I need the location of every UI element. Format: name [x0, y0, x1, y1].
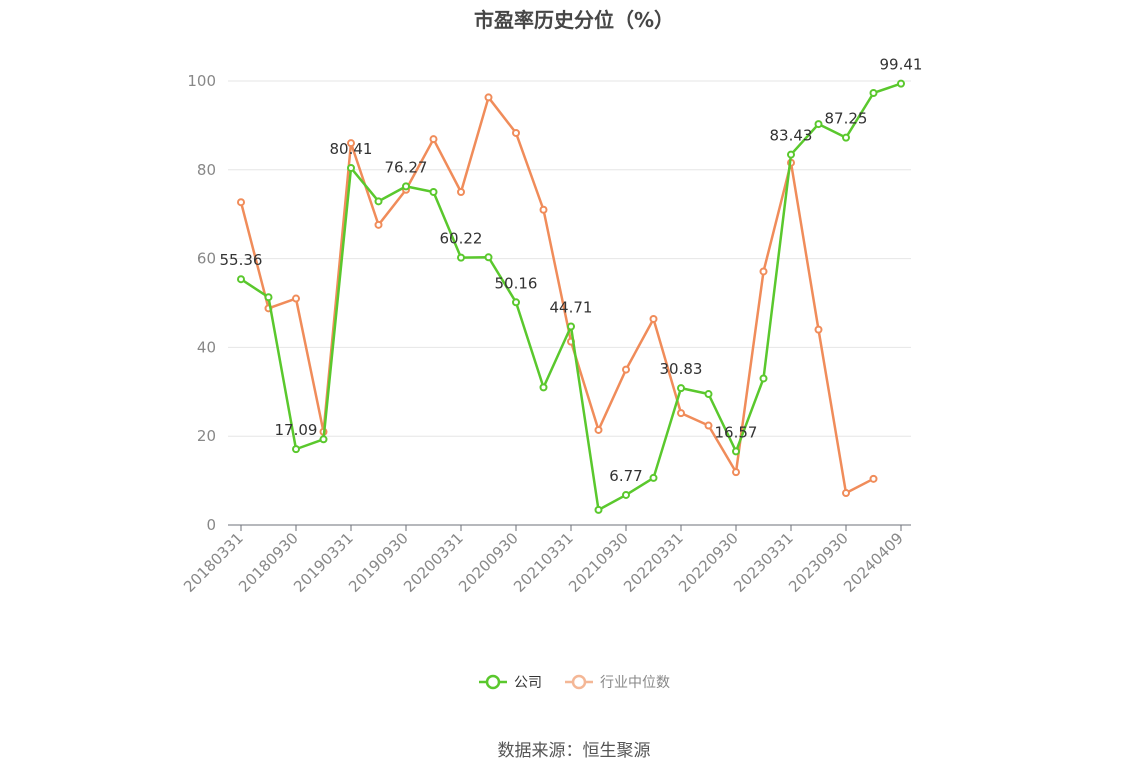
- data-point-industry-median: [869, 474, 878, 483]
- data-label: 76.27: [385, 158, 428, 176]
- legend-label-industry-median: 行业中位数: [600, 675, 670, 691]
- data-point-company: [842, 133, 850, 142]
- data-point-industry-median: [594, 425, 603, 434]
- data-point-industry-median: [484, 93, 493, 102]
- legend: 公司 行业中位数: [0, 672, 1148, 692]
- data-point-company: [429, 188, 438, 196]
- data-point-company: [237, 275, 245, 284]
- data-label: 60.22: [440, 230, 483, 248]
- data-point-company: [732, 447, 740, 456]
- data-point-industry-median: [347, 139, 355, 148]
- data-point-company: [869, 88, 878, 97]
- data-label: 6.77: [609, 467, 642, 485]
- data-point-industry-median: [457, 188, 465, 196]
- data-point-industry-median: [374, 220, 383, 229]
- data-point-industry-median: [732, 468, 740, 477]
- data-point-company: [457, 253, 465, 262]
- data-point-industry-median: [622, 365, 630, 374]
- data-point-company: [787, 150, 795, 159]
- y-tick-label: 80: [197, 161, 216, 179]
- data-point-company: [567, 322, 575, 331]
- data-labels: 55.36 17.09 80.41 76.27 60.22 50.16 44.71 6.77 3…: [220, 56, 923, 485]
- y-tick-label: 20: [197, 427, 216, 445]
- y-tick-label: 60: [197, 250, 216, 268]
- chart-title: 市盈率历史分位（%）: [473, 8, 675, 32]
- y-axis: 0 20 40 60 80 100: [187, 72, 216, 534]
- data-point-company: [897, 79, 905, 88]
- data-point-company: [622, 490, 630, 499]
- data-label: 16.57: [715, 423, 758, 441]
- data-point-company: [374, 197, 383, 206]
- data-point-industry-median: [292, 294, 300, 303]
- y-tick-label: 0: [206, 516, 216, 534]
- data-label: 99.41: [880, 56, 923, 74]
- data-point-industry-median: [677, 409, 685, 418]
- data-point-company: [264, 293, 273, 302]
- data-point-industry-median: [814, 325, 823, 334]
- data-point-company: [347, 163, 355, 172]
- data-point-company: [594, 505, 603, 514]
- legend-swatch-industry-median: [565, 674, 593, 690]
- legend-label-company: 公司: [514, 675, 542, 691]
- data-point-company: [677, 384, 685, 393]
- data-point-company: [319, 435, 328, 444]
- legend-item-industry-median[interactable]: 行业中位数: [564, 672, 670, 692]
- data-point-company: [512, 298, 520, 307]
- data-point-industry-median: [429, 135, 438, 144]
- data-label: 30.83: [660, 360, 703, 378]
- x-axis: 2018033120180930201903312019093020200331…: [180, 524, 911, 596]
- data-point-company: [292, 445, 300, 454]
- data-label: 50.16: [495, 274, 538, 292]
- legend-item-company[interactable]: 公司: [478, 672, 542, 692]
- data-label: 44.71: [550, 298, 593, 316]
- y-tick-label: 40: [197, 338, 216, 356]
- data-point-company: [649, 473, 658, 482]
- data-point-industry-median: [704, 421, 713, 430]
- y-tick-label: 100: [187, 72, 216, 90]
- data-point-industry-median: [759, 267, 768, 276]
- data-source: 数据来源：恒生聚源: [497, 741, 651, 761]
- data-point-industry-median: [512, 128, 520, 137]
- data-point-company: [484, 253, 493, 262]
- data-point-industry-median: [237, 198, 245, 207]
- data-point-company: [759, 374, 768, 383]
- series-line-industry-median: [239, 96, 875, 495]
- data-point-company: [539, 383, 548, 392]
- data-point-industry-median: [842, 489, 850, 498]
- x-tick-label: 20240409: [840, 529, 907, 596]
- data-label: 55.36: [220, 251, 263, 269]
- data-point-company: [704, 390, 713, 399]
- series-layer: [237, 79, 905, 514]
- data-point-industry-median: [649, 314, 658, 323]
- data-label: 17.09: [275, 421, 318, 439]
- data-label: 87.25: [825, 110, 868, 128]
- data-label: 83.43: [770, 127, 813, 145]
- data-point-company: [402, 182, 410, 191]
- data-point-industry-median: [539, 205, 548, 214]
- data-point-company: [814, 120, 823, 129]
- legend-swatch-company: [479, 674, 507, 690]
- data-label: 80.41: [330, 140, 373, 158]
